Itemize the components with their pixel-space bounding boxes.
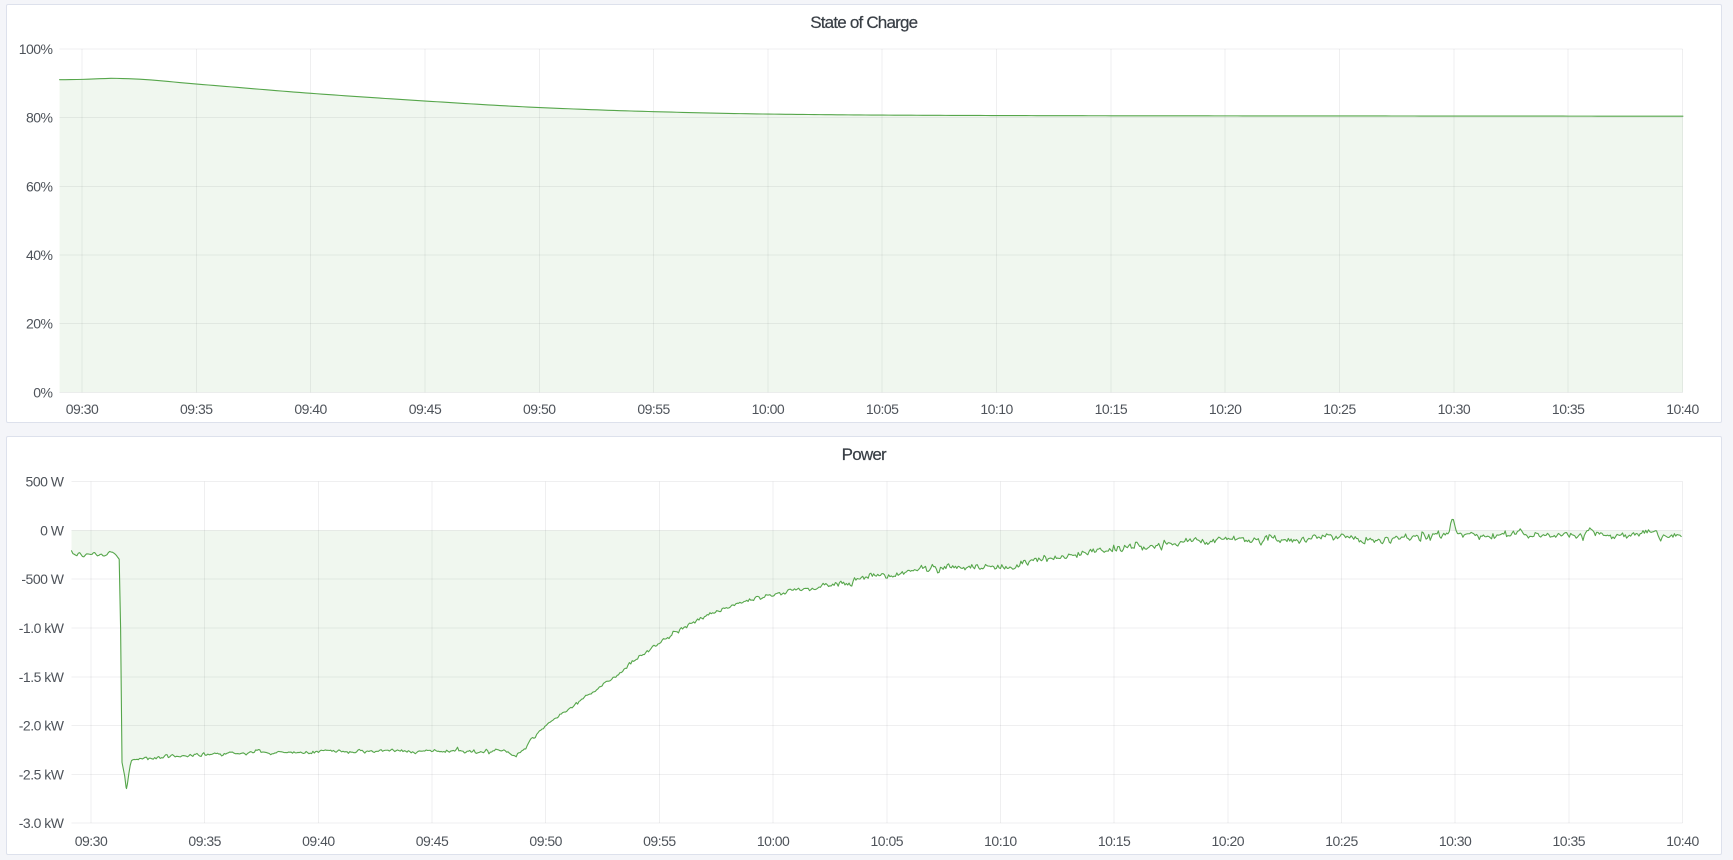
svg-text:10:40: 10:40 [1666,833,1699,849]
svg-text:-2.0 kW: -2.0 kW [19,718,65,734]
svg-text:10:25: 10:25 [1325,833,1358,849]
svg-text:09:40: 09:40 [294,401,327,417]
svg-text:10:40: 10:40 [1666,401,1699,417]
svg-text:-1.0 kW: -1.0 kW [19,620,65,636]
svg-text:09:30: 09:30 [75,833,108,849]
svg-text:10:30: 10:30 [1439,833,1472,849]
svg-text:80%: 80% [26,110,53,126]
svg-text:500 W: 500 W [26,474,65,490]
svg-text:-3.0 kW: -3.0 kW [19,815,65,831]
svg-text:0 W: 0 W [40,522,65,538]
svg-text:09:45: 09:45 [416,833,449,849]
svg-text:-500 W: -500 W [21,571,64,587]
svg-text:10:25: 10:25 [1323,401,1356,417]
svg-text:10:35: 10:35 [1553,833,1586,849]
svg-text:100%: 100% [19,41,53,57]
svg-text:10:15: 10:15 [1095,401,1128,417]
svg-text:20%: 20% [26,316,53,332]
svg-text:10:15: 10:15 [1098,833,1131,849]
svg-text:60%: 60% [26,178,53,194]
svg-text:10:20: 10:20 [1209,401,1242,417]
svg-text:09:55: 09:55 [637,401,670,417]
svg-text:-1.5 kW: -1.5 kW [19,669,65,685]
svg-text:10:35: 10:35 [1552,401,1585,417]
svg-text:09:30: 09:30 [66,401,99,417]
svg-text:10:00: 10:00 [757,833,790,849]
svg-text:10:20: 10:20 [1212,833,1245,849]
svg-text:10:00: 10:00 [752,401,785,417]
svg-text:10:05: 10:05 [866,401,899,417]
svg-text:40%: 40% [26,247,53,263]
svg-text:09:50: 09:50 [523,401,556,417]
svg-text:-2.5 kW: -2.5 kW [19,766,65,782]
svg-text:10:10: 10:10 [984,833,1017,849]
svg-text:09:35: 09:35 [180,401,213,417]
svg-text:10:10: 10:10 [980,401,1013,417]
svg-text:0%: 0% [33,384,52,400]
svg-text:09:40: 09:40 [302,833,335,849]
svg-text:10:05: 10:05 [871,833,904,849]
svg-text:09:50: 09:50 [529,833,562,849]
svg-text:10:30: 10:30 [1438,401,1471,417]
svg-text:09:35: 09:35 [188,833,221,849]
svg-text:09:45: 09:45 [409,401,442,417]
svg-text:09:55: 09:55 [643,833,676,849]
